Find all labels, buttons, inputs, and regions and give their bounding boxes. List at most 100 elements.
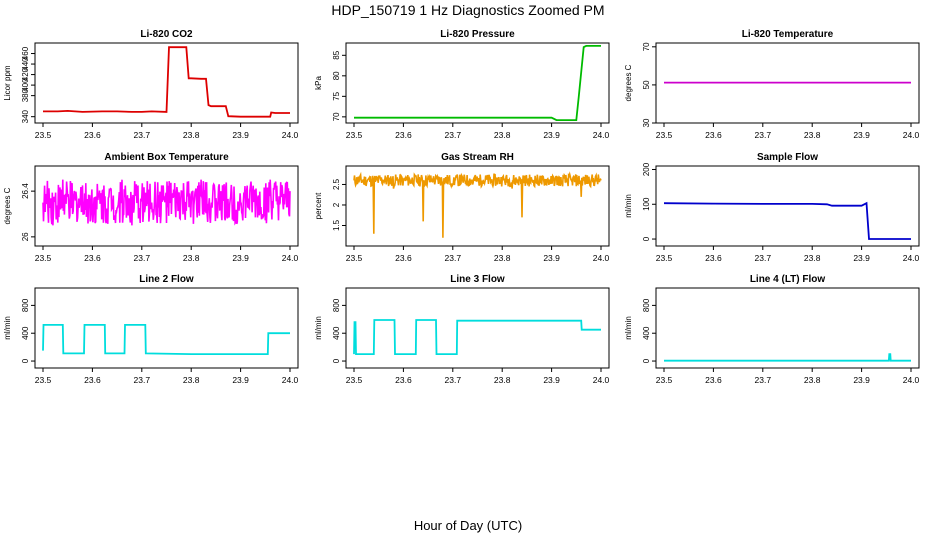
y-axis-label: ml/min [314,316,323,340]
y-axis-label: degrees C [3,187,12,224]
plot-frame [345,42,610,124]
x-tick-label: 24.0 [593,375,610,385]
x-tick-label: 23.8 [494,375,511,385]
y-tick-label: 460 [21,46,30,60]
y-tick-label: 1.5 [332,219,341,231]
y-tick-label: 0 [642,236,651,241]
x-tick-label: 23.6 [705,253,722,263]
x-tick-label: 23.7 [134,253,151,263]
chart-panel: Gas Stream RH percent 23.5 23.6 23.7 23.8 23.9… [314,152,610,263]
x-tick-label: 23.9 [853,130,870,140]
chart-title: Gas Stream RH [441,152,514,163]
chart-title: Ambient Box Temperature [104,152,229,163]
plot-frame [655,165,920,247]
x-tick-label: 23.9 [232,130,249,140]
x-tick-label: 23.6 [84,253,101,263]
chart-panel: Li-820 CO2 Licor ppm 23.5 23.6 23.7 23.8 23.9 2… [3,29,299,140]
y-tick-label: 2 [332,202,341,207]
plot-frame [655,287,920,369]
x-tick-label: 23.8 [494,253,511,263]
series-line [664,353,911,362]
x-tick-label: 23.8 [804,253,821,263]
x-tick-label: 23.8 [804,130,821,140]
series-line [353,319,601,356]
plot-frame [34,165,299,247]
x-tick-label: 23.9 [232,253,249,263]
x-tick-label: 23.6 [705,375,722,385]
x-tick-label: 23.6 [84,130,101,140]
y-tick-label: 200 [642,162,651,176]
y-tick-label: 420 [21,67,30,81]
y-tick-label: 80 [332,71,341,80]
y-tick-label: 85 [332,50,341,59]
plot-frame [345,287,610,369]
y-tick-label: 380 [21,88,30,102]
x-tick-label: 23.5 [656,375,673,385]
x-tick-label: 23.7 [134,375,151,385]
series-line [354,45,601,121]
y-tick-label: 75 [332,91,341,100]
y-tick-label: 400 [21,78,30,92]
x-tick-label: 24.0 [282,253,299,263]
plot-frame [655,42,920,124]
plot-frame [345,165,610,247]
y-tick-label: 800 [332,298,341,312]
x-tick-label: 23.8 [494,130,511,140]
chart-title: Li-820 Pressure [440,29,515,40]
series-line [42,323,290,356]
x-tick-label: 23.7 [755,253,772,263]
x-tick-label: 23.5 [346,375,363,385]
y-tick-label: 400 [332,326,341,340]
y-tick-label: 70 [642,42,651,51]
chart-title: Sample Flow [757,152,818,163]
series-line [42,179,291,226]
series-line [353,171,602,238]
y-axis-label: ml/min [624,316,633,340]
x-tick-label: 24.0 [903,253,920,263]
series-line [43,46,290,118]
y-tick-label: 340 [21,109,30,123]
chart-title: Line 4 (LT) Flow [750,274,826,285]
x-tick-label: 24.0 [903,375,920,385]
y-axis-label: Licor ppm [3,65,12,100]
x-tick-label: 23.9 [232,375,249,385]
plot-frame [34,42,299,124]
x-tick-label: 23.5 [656,130,673,140]
x-tick-label: 24.0 [593,253,610,263]
chart-panel: Line 3 Flow ml/min 23.5 23.6 23.7 23.8 23.9 24.… [314,274,610,385]
chart-panel: Line 2 Flow ml/min 23.5 23.6 23.7 23.8 23.9 24.… [3,274,299,385]
x-tick-label: 23.8 [183,375,200,385]
y-tick-label: 26.4 [21,183,30,199]
x-tick-label: 23.7 [134,130,151,140]
chart-panel: Ambient Box Temperature degrees C 23.5 23.6… [3,152,299,263]
series-line [663,201,911,240]
chart-panel: Sample Flow ml/min 23.5 23.6 23.7 23.8 23.9 24.… [624,152,920,263]
x-tick-label: 23.9 [543,253,560,263]
y-tick-label: 0 [21,358,30,363]
y-tick-label: 400 [642,326,651,340]
y-axis-label: ml/min [624,194,633,218]
chart-panel: Li-820 Temperature degrees C 23.5 23.6 23.7 2… [624,29,920,140]
x-tick-label: 23.9 [543,130,560,140]
x-tick-label: 23.5 [346,253,363,263]
x-tick-label: 23.6 [84,375,101,385]
x-tick-label: 23.6 [395,375,412,385]
x-tick-label: 23.9 [853,375,870,385]
y-tick-label: 0 [642,358,651,363]
x-tick-label: 23.6 [395,130,412,140]
y-tick-label: 400 [21,326,30,340]
chart-title: Li-820 Temperature [742,29,834,40]
x-tick-label: 23.8 [804,375,821,385]
chart-title: Li-820 CO2 [140,29,193,40]
y-axis-label: percent [314,192,323,219]
x-tick-label: 23.5 [35,375,52,385]
x-tick-label: 23.5 [35,130,52,140]
x-tick-label: 23.8 [183,130,200,140]
chart-panel: Line 4 (LT) Flow ml/min 23.5 23.6 23.7 23.8 23… [624,274,920,385]
x-tick-label: 23.7 [445,130,462,140]
y-axis-label: degrees C [624,64,633,101]
x-tick-label: 23.7 [445,375,462,385]
chart-title: Line 2 Flow [139,274,194,285]
y-tick-label: 26 [21,232,30,241]
